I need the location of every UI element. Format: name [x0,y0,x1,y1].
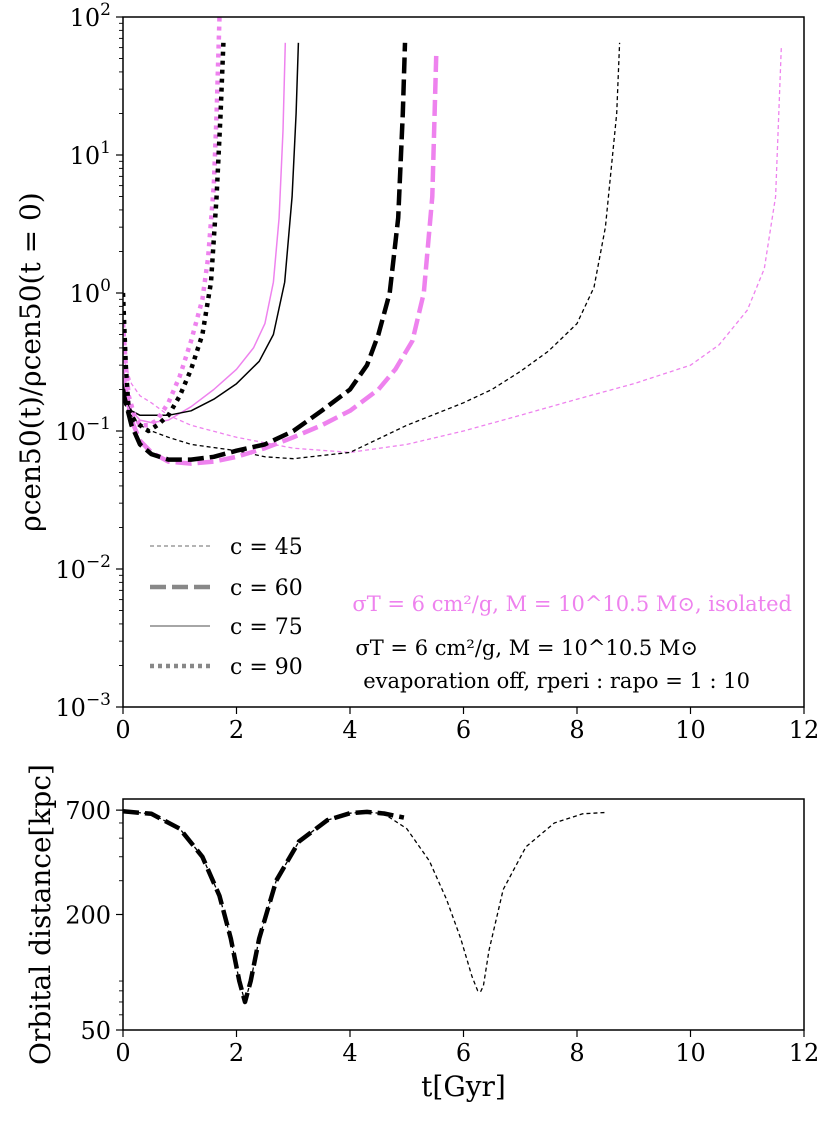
series-line-0-0 [123,47,782,454]
y-tick-label: 102 [70,0,111,32]
x-tick-label: 0 [115,1039,130,1067]
x-tick-label: 4 [342,716,357,744]
y-tick-label: 100 [70,276,111,308]
y-tick-label: 50 [80,1017,111,1045]
x-tick-label: 2 [229,716,244,744]
x-tick-label: 8 [569,716,584,744]
series-line-0-7 [123,42,226,434]
legend-label-c75: c = 75 [230,615,303,640]
y-tick-label: 700 [65,797,111,825]
annotation-evaporation: evaporation off, rperi : rapo = 1 : 10 [363,669,750,693]
x-tick-label: 10 [675,1039,706,1067]
x-tick-label: 0 [115,716,130,744]
y-tick-label: 101 [70,138,111,170]
legend-entry-c45: c = 45 [150,535,303,560]
x-tick-label: 12 [789,716,820,744]
bottom-y-axis-label: Orbital distance[kpc] [24,764,57,1065]
y-tick-label: 10−1 [55,414,111,446]
bottom-ticks: 0 2 4 6 8 10 12 50 200 700 [65,797,819,1067]
legend-entry-c60: c = 60 [150,576,303,601]
legend-label-c60: c = 60 [230,576,303,601]
annotation-isolated: σT = 6 cm²/g, M = 10^10.5 M⊙, isolated [352,592,792,616]
series-line-1-1 [123,809,405,1005]
x-tick-label: 4 [342,1039,357,1067]
bottom-x-axis-label: t[Gyr] [421,1070,506,1103]
legend-entry-c90: c = 90 [150,655,303,680]
x-tick-label: 6 [456,716,471,744]
series-line-0-5 [123,42,300,417]
x-tick-label: 12 [789,1039,820,1067]
series-line-0-4 [123,42,287,424]
bottom-series-group [123,809,606,1005]
legend-entry-c75: c = 75 [150,615,303,640]
series-line-1-0 [123,810,606,1003]
top-ticks: 0 2 4 6 8 10 12 10−3 10−2 10−1 100 101 102 [55,0,819,744]
x-tick-label: 2 [229,1039,244,1067]
y-tick-label: 200 [65,902,111,930]
legend: c = 45 c = 60 c = 75 c = 90 [150,535,303,680]
x-tick-label: 10 [675,716,706,744]
annotation-sigma-mass: σT = 6 cm²/g, M = 10^10.5 M⊙ [355,636,698,660]
legend-label-c90: c = 90 [230,655,303,680]
top-y-axis-label: ρcen50(t)/ρcen50(t = 0) [14,192,47,531]
y-tick-label: 10−2 [55,552,111,584]
legend-label-c45: c = 45 [230,535,303,560]
x-tick-label: 8 [569,1039,584,1067]
y-tick-label: 10−3 [55,690,111,722]
x-tick-label: 6 [456,1039,471,1067]
top-series-group [123,17,782,466]
top-panel: 0 2 4 6 8 10 12 10−3 10−2 10−1 100 101 102 ρcen50(t)… [14,0,819,744]
series-line-0-3 [123,42,408,462]
series-line-0-6 [123,17,222,428]
